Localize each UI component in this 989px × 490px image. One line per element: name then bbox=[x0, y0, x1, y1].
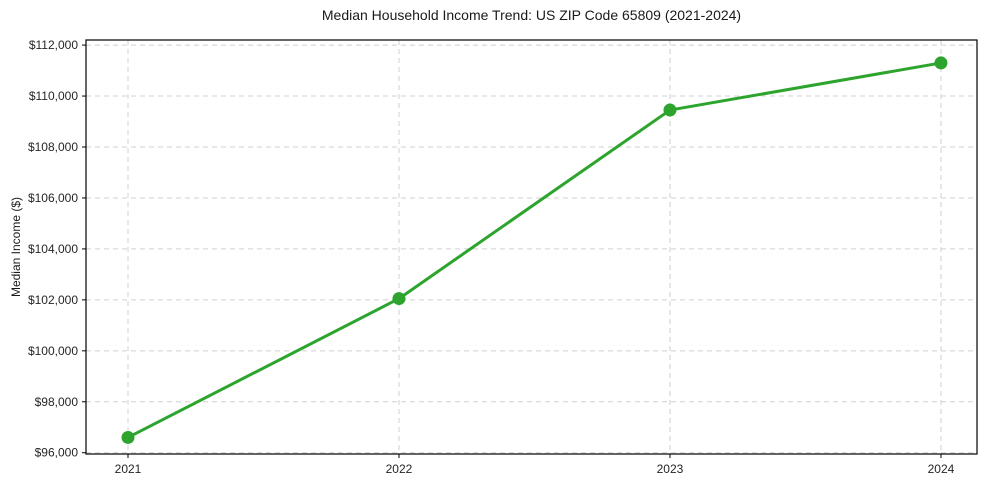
data-point-marker bbox=[663, 103, 677, 117]
y-tick-label: $110,000 bbox=[29, 89, 78, 103]
y-tick-label: $98,000 bbox=[35, 395, 79, 409]
y-tick-label: $106,000 bbox=[28, 191, 78, 205]
x-tick-label: 2021 bbox=[115, 462, 142, 476]
y-tick-label: $108,000 bbox=[28, 140, 78, 154]
y-axis-label: Median Income ($) bbox=[9, 196, 23, 298]
trend-line bbox=[126, 61, 943, 439]
x-tick-label: 2024 bbox=[928, 462, 955, 476]
chart-title: Median Household Income Trend: US ZIP Co… bbox=[321, 7, 742, 23]
y-tick-label: $100,000 bbox=[28, 344, 78, 358]
y-tick-label: $102,000 bbox=[28, 293, 78, 307]
data-point-marker bbox=[934, 56, 948, 70]
x-tick-label: 2022 bbox=[386, 462, 413, 476]
data-point-marker bbox=[121, 430, 135, 444]
x-tick-label: 2023 bbox=[657, 462, 684, 476]
plot-border bbox=[85, 39, 978, 455]
y-tick-label: $112,000 bbox=[29, 38, 78, 52]
y-tick-label: $96,000 bbox=[35, 446, 79, 460]
y-tick-label: $104,000 bbox=[28, 242, 78, 256]
data-point-marker bbox=[392, 292, 406, 306]
